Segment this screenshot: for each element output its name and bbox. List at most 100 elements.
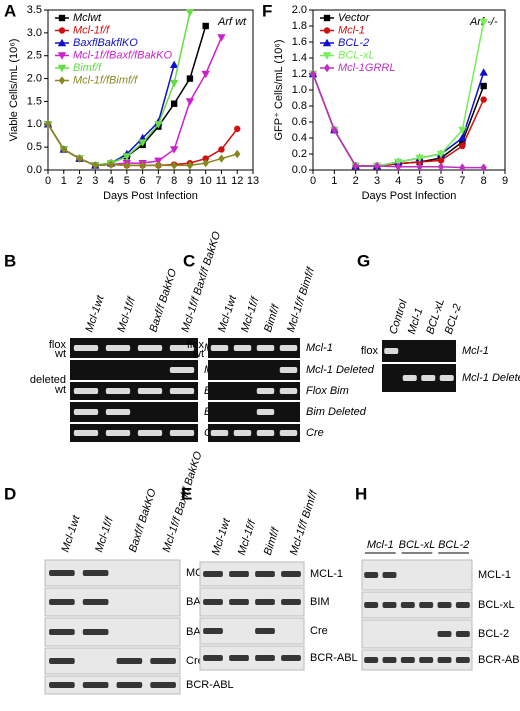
x-tick-label: 13 <box>247 175 259 187</box>
band <box>419 657 434 663</box>
marker <box>479 68 488 76</box>
gel-strip <box>44 675 181 695</box>
marker <box>58 76 66 85</box>
band <box>210 345 229 351</box>
band <box>256 345 275 351</box>
x-tick-label: 2 <box>353 175 359 187</box>
marker <box>57 64 67 73</box>
gel-strip <box>70 360 198 380</box>
side-label: flox <box>361 345 379 357</box>
gel-strip <box>208 424 300 442</box>
band <box>364 572 379 578</box>
band <box>82 682 109 688</box>
side-label: flox <box>49 339 67 351</box>
y-tick-label: 1.8 <box>292 20 307 32</box>
row-label: Bim Deleted <box>306 406 367 418</box>
marker <box>394 158 403 167</box>
band <box>382 602 397 608</box>
band <box>437 631 452 637</box>
x-tick-label: 2 <box>76 175 82 187</box>
row-label: BCL-2 <box>478 628 509 640</box>
band <box>150 658 176 664</box>
row-label: Mcl-1 <box>462 345 489 357</box>
side-label: wt <box>192 348 204 360</box>
band <box>150 682 176 688</box>
band <box>255 571 275 577</box>
marker <box>458 133 467 142</box>
series-line <box>312 73 485 167</box>
marker <box>170 100 178 107</box>
x-tick-label: 0 <box>45 175 51 187</box>
y-tick-label: 1.0 <box>292 84 307 96</box>
band <box>233 430 252 436</box>
marker <box>437 162 445 171</box>
marker <box>57 38 67 47</box>
band <box>49 599 75 605</box>
marker <box>322 38 332 47</box>
gel-strip <box>361 619 473 649</box>
band <box>256 430 275 436</box>
row-label: BCR-ABL <box>186 679 234 691</box>
side-label: deleted <box>30 374 66 386</box>
group-label: BCL-2 <box>438 539 469 551</box>
band <box>400 602 415 608</box>
marker <box>437 157 445 164</box>
x-tick-label: 8 <box>481 175 487 187</box>
gel-strip <box>208 382 300 400</box>
legend-label: Mcl-1f/fBimf/f <box>73 74 138 86</box>
y-tick-label: 2.0 <box>292 4 307 16</box>
marker <box>234 125 241 133</box>
row-label: MCL-1 <box>310 568 343 580</box>
row-label: Cre <box>306 427 324 439</box>
band <box>279 345 298 351</box>
band <box>419 602 434 608</box>
band <box>137 345 163 351</box>
marker <box>138 139 147 147</box>
y-tick-label: 3.5 <box>27 4 42 16</box>
band <box>210 430 229 436</box>
band <box>203 628 223 634</box>
marker <box>415 154 424 163</box>
band <box>49 570 75 576</box>
marker <box>185 9 195 17</box>
x-tick-label: 5 <box>124 175 130 187</box>
marker <box>107 160 115 169</box>
gel-strip <box>44 617 181 647</box>
x-tick-label: 5 <box>417 175 423 187</box>
series-line <box>312 73 484 169</box>
lane-label: Mcl-1wt <box>59 513 82 554</box>
band <box>82 570 109 576</box>
marker <box>459 138 466 146</box>
band <box>364 657 379 663</box>
band <box>255 655 275 661</box>
band <box>279 430 298 436</box>
marker <box>169 79 179 88</box>
band <box>384 348 399 354</box>
band <box>229 571 249 577</box>
lane-label: Mcl-1f/f <box>239 295 262 334</box>
marker <box>459 142 466 150</box>
side-label: wt <box>54 384 66 396</box>
gel-strip <box>70 382 198 400</box>
row-label: Mcl-1 Deleted <box>306 364 375 376</box>
x-tick-label: 1 <box>61 175 67 187</box>
y-tick-label: 0.8 <box>292 100 307 112</box>
band <box>439 375 454 381</box>
lane-label: Mcl-1f/f Bimf/f <box>285 265 317 334</box>
y-tick-label: 1.0 <box>27 118 42 130</box>
y-tick-label: 3.0 <box>27 27 42 39</box>
x-tick-label: 9 <box>187 175 193 187</box>
series-line <box>312 72 485 167</box>
y-tick-label: 1.5 <box>27 95 42 107</box>
band <box>105 345 131 351</box>
band <box>82 599 109 605</box>
legend-label: Mcl-1 <box>338 24 365 36</box>
lane-label: Baxf/f BakKO <box>127 487 159 554</box>
band <box>105 388 131 394</box>
marker <box>323 27 331 34</box>
y-tick-label: 0.6 <box>292 116 307 128</box>
band <box>255 599 275 605</box>
band <box>203 599 223 605</box>
gel-strip <box>208 360 300 380</box>
